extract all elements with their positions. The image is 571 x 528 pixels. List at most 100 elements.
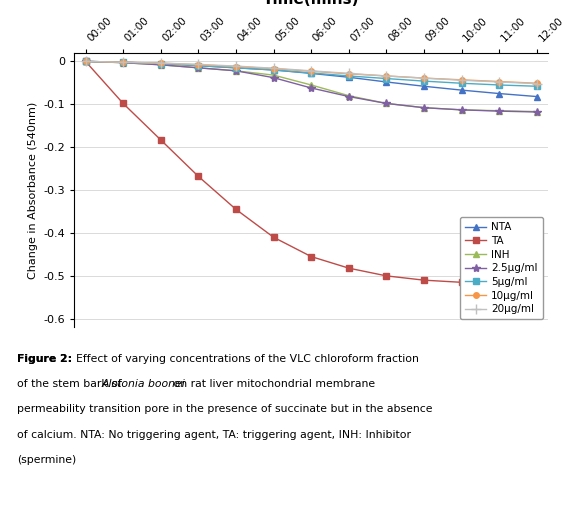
TA: [158, 137, 164, 143]
Line: 20μg/ml: 20μg/ml: [81, 56, 542, 89]
INH: [270, 72, 277, 78]
5μg/ml: [383, 76, 390, 82]
10μg/ml: [158, 60, 164, 66]
10μg/ml: [195, 62, 202, 68]
20μg/ml: [533, 80, 540, 87]
2.5μg/ml: [158, 62, 164, 68]
INH: [120, 60, 127, 66]
5μg/ml: [195, 62, 202, 69]
INH: [496, 108, 502, 114]
INH: [383, 100, 390, 107]
Text: (spermine): (spermine): [17, 455, 77, 465]
NTA: [232, 64, 239, 71]
TA: [270, 234, 277, 240]
20μg/ml: [232, 63, 239, 69]
TA: [458, 279, 465, 286]
Line: 5μg/ml: 5μg/ml: [83, 59, 540, 89]
10μg/ml: [458, 77, 465, 83]
2.5μg/ml: [120, 60, 127, 66]
TA: [82, 58, 89, 64]
2.5μg/ml: [270, 74, 277, 81]
10μg/ml: [270, 65, 277, 72]
20μg/ml: [82, 58, 89, 64]
20μg/ml: [496, 79, 502, 85]
NTA: [195, 62, 202, 69]
2.5μg/ml: [421, 105, 428, 111]
NTA: [158, 60, 164, 67]
NTA: [82, 58, 89, 64]
Text: Effect of varying concentrations of the VLC chloroform fraction: Effect of varying concentrations of the …: [76, 354, 419, 364]
NTA: [383, 79, 390, 85]
5μg/ml: [308, 70, 315, 76]
5μg/ml: [232, 64, 239, 71]
10μg/ml: [232, 63, 239, 70]
5μg/ml: [158, 60, 164, 67]
INH: [82, 58, 89, 64]
NTA: [270, 67, 277, 73]
10μg/ml: [421, 75, 428, 81]
5μg/ml: [82, 58, 89, 64]
5μg/ml: [270, 67, 277, 73]
Line: 10μg/ml: 10μg/ml: [83, 59, 540, 86]
Text: Alstonia boonei: Alstonia boonei: [102, 379, 186, 389]
10μg/ml: [533, 80, 540, 87]
NTA: [533, 93, 540, 100]
TA: [232, 206, 239, 213]
10μg/ml: [383, 73, 390, 79]
Y-axis label: Change in Absorbance (540nm): Change in Absorbance (540nm): [28, 101, 38, 279]
Text: Figure 2:: Figure 2:: [17, 354, 73, 364]
10μg/ml: [496, 78, 502, 84]
10μg/ml: [82, 58, 89, 64]
TA: [308, 253, 315, 260]
NTA: [308, 70, 315, 77]
Text: of the stem bark of: of the stem bark of: [17, 379, 126, 389]
2.5μg/ml: [82, 58, 89, 64]
INH: [345, 92, 352, 99]
TA: [345, 265, 352, 271]
TA: [120, 100, 127, 107]
NTA: [345, 74, 352, 80]
Text: Figure 2:: Figure 2:: [17, 354, 76, 364]
INH: [232, 68, 239, 74]
2.5μg/ml: [458, 107, 465, 113]
NTA: [120, 59, 127, 65]
20μg/ml: [195, 61, 202, 68]
X-axis label: Time(mins): Time(mins): [263, 0, 360, 7]
5μg/ml: [120, 59, 127, 65]
20μg/ml: [308, 68, 315, 74]
INH: [421, 105, 428, 111]
Line: TA: TA: [83, 59, 540, 287]
Legend: NTA, TA, INH, 2.5μg/ml, 5μg/ml, 10μg/ml, 20μg/ml: NTA, TA, INH, 2.5μg/ml, 5μg/ml, 10μg/ml,…: [460, 217, 543, 319]
TA: [383, 272, 390, 279]
20μg/ml: [345, 70, 352, 77]
Text: of calcium. NTA: No triggering agent, TA: triggering agent, INH: Inhibitor: of calcium. NTA: No triggering agent, TA…: [17, 430, 411, 440]
Text: on rat liver mitochondrial membrane: on rat liver mitochondrial membrane: [170, 379, 375, 389]
TA: [195, 173, 202, 180]
2.5μg/ml: [533, 109, 540, 115]
5μg/ml: [345, 73, 352, 79]
TA: [421, 277, 428, 284]
5μg/ml: [421, 78, 428, 84]
INH: [195, 64, 202, 71]
TA: [533, 281, 540, 288]
2.5μg/ml: [308, 85, 315, 91]
NTA: [458, 87, 465, 93]
10μg/ml: [345, 71, 352, 77]
2.5μg/ml: [232, 68, 239, 74]
20μg/ml: [421, 75, 428, 81]
2.5μg/ml: [496, 108, 502, 115]
INH: [533, 108, 540, 115]
20μg/ml: [383, 73, 390, 79]
2.5μg/ml: [383, 100, 390, 107]
5μg/ml: [533, 83, 540, 89]
10μg/ml: [120, 59, 127, 65]
10μg/ml: [308, 68, 315, 74]
20μg/ml: [270, 65, 277, 71]
20μg/ml: [158, 60, 164, 66]
INH: [458, 107, 465, 113]
NTA: [421, 83, 428, 89]
TA: [496, 280, 502, 287]
INH: [158, 62, 164, 68]
5μg/ml: [496, 82, 502, 88]
Line: 2.5μg/ml: 2.5μg/ml: [81, 57, 541, 116]
